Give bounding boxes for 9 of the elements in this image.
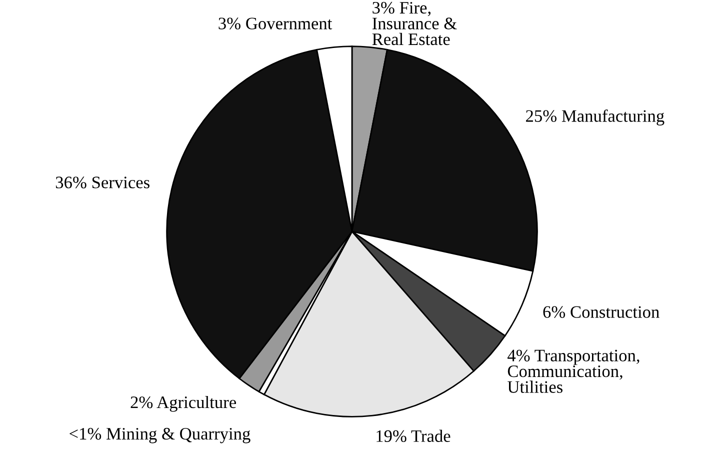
- slice-label: 3% Fire, Insurance & Real Estate: [372, 2, 457, 46]
- slice-label: 6% Construction: [543, 306, 660, 318]
- slice-label: 36% Services: [56, 176, 150, 188]
- slice-label: 19% Trade: [376, 430, 450, 442]
- slice-label: 2% Agriculture: [130, 396, 236, 412]
- slice-label: 25% Manufacturing: [526, 109, 664, 126]
- slice-label: <1% Mining & Quarrying: [70, 428, 250, 444]
- slice-label: 3% Government: [218, 18, 332, 30]
- slice-label: 4% Transportation, Communication, Utilities: [508, 350, 640, 393]
